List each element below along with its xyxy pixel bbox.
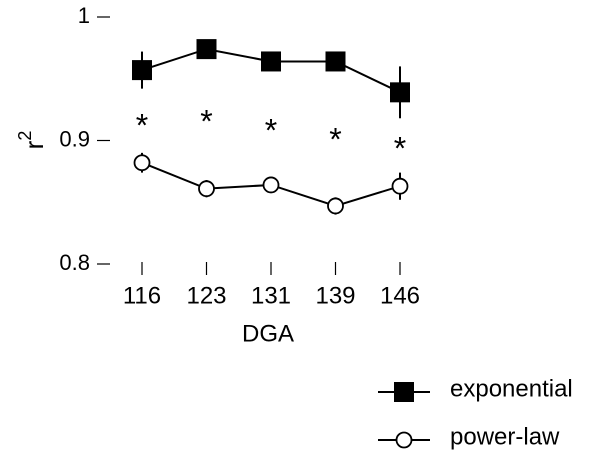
- annotation: *: [200, 103, 212, 139]
- annotation: *: [265, 112, 277, 148]
- legend-marker: [395, 431, 413, 449]
- marker: [262, 176, 280, 194]
- annotation: *: [329, 121, 341, 157]
- x-tick-label: 116: [123, 282, 161, 309]
- legend-label: exponential: [450, 375, 573, 402]
- y-tick-label: 1: [78, 3, 90, 28]
- y-axis-label: r2: [15, 131, 49, 150]
- x-tick-label: 146: [380, 282, 420, 309]
- y-tick-label: 0.8: [59, 250, 90, 275]
- legend-marker: [394, 382, 414, 402]
- x-tick-label: 123: [186, 282, 226, 309]
- marker: [261, 51, 281, 72]
- marker: [327, 197, 344, 215]
- marker: [325, 51, 346, 72]
- y-tick-label: 0.9: [59, 126, 90, 151]
- marker: [198, 180, 215, 198]
- marker: [391, 177, 409, 195]
- y-axis-label-superscript: 2: [15, 131, 35, 141]
- x-tick-label: 139: [315, 282, 355, 309]
- annotation: *: [136, 107, 148, 143]
- x-tick-label: 131: [251, 282, 291, 309]
- y-axis-label-base: r: [19, 140, 49, 149]
- legend-label: power-law: [450, 423, 560, 450]
- marker: [390, 82, 410, 103]
- annotation: *: [394, 130, 406, 166]
- marker: [133, 154, 151, 172]
- marker: [196, 39, 217, 60]
- x-axis-label: DGA: [242, 320, 294, 347]
- marker: [132, 60, 152, 81]
